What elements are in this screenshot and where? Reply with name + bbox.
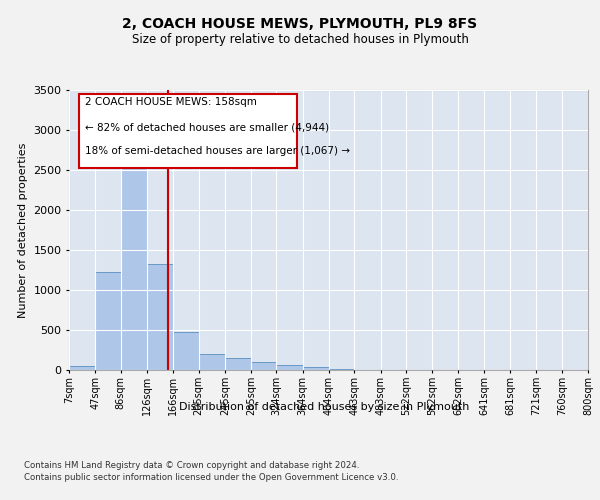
Y-axis label: Number of detached properties: Number of detached properties: [17, 142, 28, 318]
Bar: [147, 264, 173, 370]
Bar: [199, 354, 225, 370]
Bar: [302, 367, 329, 370]
Bar: [329, 369, 355, 370]
Bar: [69, 366, 95, 370]
Text: 18% of semi-detached houses are larger (1,067) →: 18% of semi-detached houses are larger (…: [85, 146, 350, 156]
Text: ← 82% of detached houses are smaller (4,944): ← 82% of detached houses are smaller (4,…: [85, 122, 329, 132]
Text: Contains public sector information licensed under the Open Government Licence v3: Contains public sector information licen…: [24, 473, 398, 482]
Text: 2 COACH HOUSE MEWS: 158sqm: 2 COACH HOUSE MEWS: 158sqm: [85, 97, 256, 107]
Text: Distribution of detached houses by size in Plymouth: Distribution of detached houses by size …: [179, 402, 469, 412]
Bar: [225, 358, 251, 370]
Bar: [121, 164, 147, 370]
Text: 2, COACH HOUSE MEWS, PLYMOUTH, PL9 8FS: 2, COACH HOUSE MEWS, PLYMOUTH, PL9 8FS: [122, 18, 478, 32]
Bar: [95, 272, 121, 370]
Bar: [251, 362, 277, 370]
Bar: [277, 365, 302, 370]
Bar: [173, 332, 199, 370]
Text: Contains HM Land Registry data © Crown copyright and database right 2024.: Contains HM Land Registry data © Crown c…: [24, 460, 359, 469]
FancyBboxPatch shape: [79, 94, 298, 168]
Text: Size of property relative to detached houses in Plymouth: Size of property relative to detached ho…: [131, 32, 469, 46]
